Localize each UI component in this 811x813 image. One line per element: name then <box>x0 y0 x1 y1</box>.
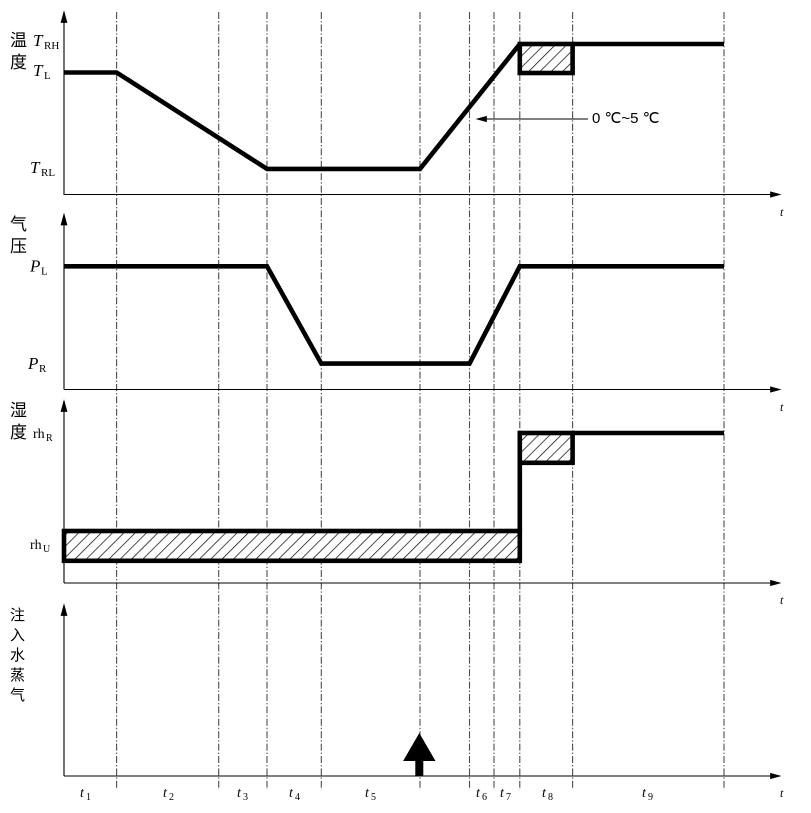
svg-text:9: 9 <box>648 792 653 803</box>
svg-text:度: 度 <box>10 423 27 442</box>
svg-text:度: 度 <box>10 53 27 72</box>
svg-text:5: 5 <box>371 792 376 803</box>
svg-text:水: 水 <box>10 647 25 664</box>
svg-text:P: P <box>27 354 38 373</box>
svg-text:7: 7 <box>506 792 511 803</box>
svg-text:温: 温 <box>10 31 27 50</box>
svg-text:R: R <box>46 433 53 444</box>
svg-text:T: T <box>33 61 44 80</box>
svg-text:蒸: 蒸 <box>10 667 25 684</box>
svg-text:0 ℃~5 ℃: 0 ℃~5 ℃ <box>592 110 659 127</box>
svg-text:4: 4 <box>295 792 300 803</box>
svg-text:2: 2 <box>169 792 174 803</box>
svg-text:注: 注 <box>10 607 25 624</box>
svg-text:8: 8 <box>548 792 553 803</box>
svg-text:气: 气 <box>10 215 27 234</box>
svg-text:L: L <box>41 266 48 278</box>
svg-text:T: T <box>33 31 44 50</box>
svg-text:3: 3 <box>243 792 248 803</box>
svg-text:RH: RH <box>44 40 59 52</box>
svg-text:湿: 湿 <box>10 401 27 420</box>
svg-text:R: R <box>39 363 47 375</box>
svg-text:P: P <box>29 257 40 276</box>
svg-text:T: T <box>30 158 41 177</box>
svg-text:1: 1 <box>86 792 91 803</box>
svg-text:6: 6 <box>482 792 487 803</box>
svg-text:L: L <box>44 70 51 82</box>
svg-text:rh: rh <box>30 538 42 553</box>
svg-text:rh: rh <box>33 427 45 442</box>
svg-text:压: 压 <box>10 237 27 256</box>
svg-text:气: 气 <box>10 687 25 704</box>
svg-text:U: U <box>43 544 51 555</box>
svg-text:入: 入 <box>10 627 25 644</box>
svg-text:RL: RL <box>41 167 55 179</box>
